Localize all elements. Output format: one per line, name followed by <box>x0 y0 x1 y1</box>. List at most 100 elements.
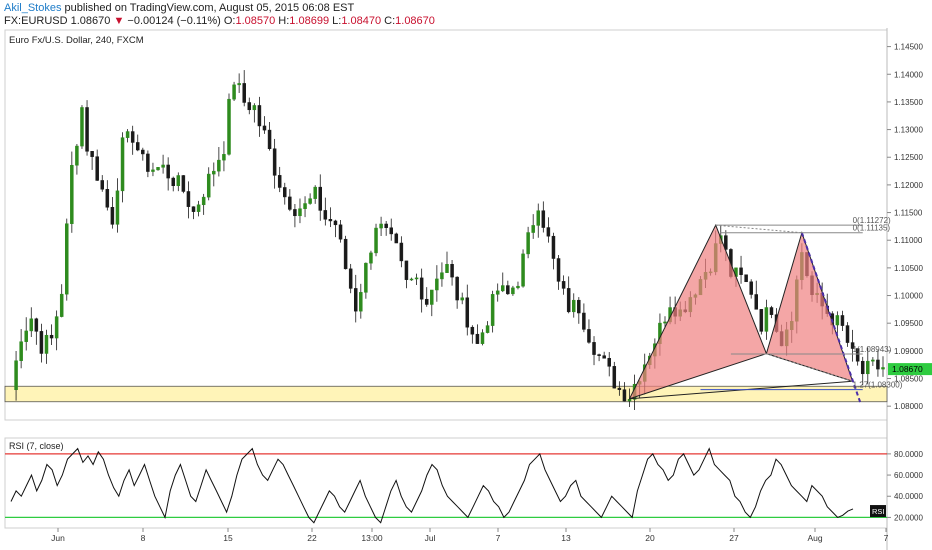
candle-up <box>115 190 120 225</box>
author-link[interactable]: Akil_Stokes <box>4 2 62 14</box>
candle-up <box>54 316 59 339</box>
low-label: L: <box>332 15 342 27</box>
candle-up <box>374 227 378 254</box>
candle-up <box>227 98 231 155</box>
candle-down <box>622 389 627 402</box>
candle-down <box>181 175 186 192</box>
price-tick-label: 1.14500 <box>894 43 923 52</box>
candle-up <box>359 292 363 312</box>
candle-up <box>232 84 236 100</box>
candle-down <box>424 298 429 305</box>
candle-up <box>379 223 383 229</box>
price-change: −0.00124 (−0.11%) <box>127 15 221 27</box>
candle-up <box>663 321 667 324</box>
candle-down <box>541 210 546 228</box>
time-tick-label: 8 <box>141 533 146 543</box>
price-tick-label: 1.11000 <box>894 236 923 245</box>
candle-down <box>860 360 865 375</box>
candle-down <box>546 227 551 237</box>
candle-up <box>313 186 317 199</box>
published-text: published on TradingView.com, August 05,… <box>64 2 355 14</box>
fib-level-label: 0(1.11272) <box>853 216 891 225</box>
candle-down <box>141 149 145 155</box>
pattern-bd-line <box>766 353 853 382</box>
candle-up <box>65 223 69 295</box>
candle-up <box>531 225 535 233</box>
candle-down <box>90 151 94 157</box>
candle-down <box>475 333 480 344</box>
price-tick-label: 1.09500 <box>894 319 923 328</box>
candle-down <box>105 189 110 208</box>
price-tick-label: 1.08000 <box>894 402 923 411</box>
time-tick-label: 13:00 <box>361 533 383 543</box>
candle-down <box>582 312 586 330</box>
ohlc-line: FX:EURUSD 1.08670 ▼ −0.00124 (−0.11%) O:… <box>4 15 435 27</box>
candle-down <box>399 242 404 262</box>
candle-down <box>277 175 282 188</box>
candle-down <box>353 288 358 312</box>
candle-down <box>242 83 246 103</box>
candle-down <box>257 105 262 127</box>
candle-down <box>95 156 99 181</box>
candle-up <box>308 198 312 204</box>
candle-up <box>430 289 434 305</box>
candle-up <box>414 277 419 280</box>
price-tick-label: 1.10000 <box>894 292 923 301</box>
rsi-tick-label: 20.0000 <box>894 513 923 522</box>
candle-down <box>34 318 39 332</box>
candle-down <box>850 342 855 349</box>
rsi-line <box>10 447 854 524</box>
price-tick-label: 1.12500 <box>894 153 923 162</box>
candle-down <box>338 224 343 240</box>
candle-down <box>323 210 328 220</box>
candle-up <box>501 285 505 292</box>
price-tick-label: 1.14000 <box>894 70 923 79</box>
candle-down <box>186 191 191 207</box>
high-label: H: <box>278 15 290 27</box>
last-price-label: 1.08670 <box>892 364 923 374</box>
price-tick-label: 1.13500 <box>894 98 923 107</box>
fib-level-label: 1(1.08943) <box>853 345 892 354</box>
candle-down <box>389 227 393 235</box>
candle-down <box>404 260 409 280</box>
candle-down <box>592 342 596 355</box>
candle-up <box>516 285 520 289</box>
price-tick-label: 1.12000 <box>894 181 923 190</box>
close-label: C: <box>384 15 396 27</box>
candle-up <box>222 154 226 161</box>
candle-up <box>536 210 541 226</box>
candle-down <box>146 153 150 172</box>
candle-down <box>739 267 743 275</box>
candle-down <box>85 107 89 152</box>
candle-up <box>44 334 49 354</box>
candle-down <box>612 366 617 389</box>
candle-up <box>176 175 181 186</box>
candle-up <box>120 137 125 192</box>
time-tick-label: 7 <box>496 533 501 543</box>
candle-up <box>201 196 206 206</box>
candle-up <box>252 105 257 111</box>
candle-up <box>125 131 130 138</box>
candle-down <box>465 297 470 328</box>
candle-down <box>602 355 606 359</box>
chart-area[interactable]: 1.14500 1.14000 1.13500 1.13000 1.12500 1.120… <box>0 28 932 550</box>
candle-up <box>409 278 414 281</box>
low-value: 1.08470 <box>341 15 382 27</box>
open-label: O: <box>223 15 236 27</box>
candle-down <box>876 359 880 370</box>
candle-down <box>262 125 267 131</box>
candle-down <box>288 196 292 210</box>
candle-down <box>607 358 611 367</box>
candle-down <box>759 309 764 332</box>
rsi-tick-label: 80.0000 <box>894 450 923 459</box>
candle-up <box>490 294 495 326</box>
chart-title: Euro Fx/U.S. Dollar, 240, FXCM <box>9 35 144 46</box>
candle-down <box>566 288 571 313</box>
candle-up <box>29 318 34 332</box>
price-tick-label: 1.10500 <box>894 264 923 273</box>
candle-up <box>435 278 439 291</box>
candle-up <box>75 145 79 166</box>
candle-down <box>343 238 348 270</box>
close-value: 1.08670 <box>395 15 435 27</box>
candle-up <box>440 272 444 280</box>
